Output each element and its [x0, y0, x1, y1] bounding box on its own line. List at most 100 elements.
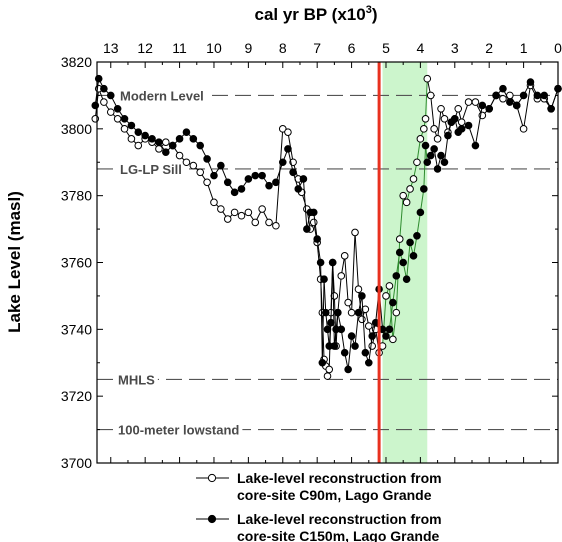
series-c150m-point — [492, 91, 500, 100]
y-tick-label: 3720 — [61, 388, 92, 404]
y-tick-label: 3800 — [61, 121, 92, 137]
series-c150m-point — [478, 101, 487, 110]
series-c150m-point — [272, 178, 280, 187]
series-c150m-point — [278, 158, 287, 167]
series-c90m-point — [519, 125, 528, 133]
series-c150m-point — [182, 128, 191, 136]
series-c90m-point — [361, 305, 370, 314]
legend-label-c90m-line2: core-site C90m, Lago Grande — [237, 487, 432, 503]
series-c90m-point — [368, 342, 377, 350]
x-tick-label: 10 — [206, 40, 222, 56]
series-c90m-segment — [430, 95, 435, 129]
series-c150m-point — [423, 158, 432, 167]
series-c150m-point — [120, 115, 129, 123]
series-c150m-point — [485, 104, 493, 113]
legend-label-c150m-line2: core-site C150m, Lago Grande — [237, 528, 440, 542]
legend-label-c150m-line1: Lake-level reconstruction from — [237, 511, 442, 527]
x-tick-label: 8 — [279, 40, 287, 56]
series-c150m-point — [421, 141, 430, 150]
series-c90m-point — [347, 308, 356, 317]
reference-label-bg-mhls — [115, 370, 158, 388]
series-c150m-point — [327, 318, 335, 327]
series-c150m-point — [113, 104, 122, 113]
series-c90m-point — [284, 128, 292, 136]
reference-label-100-meter-lowstand: 100-meter lowstand — [118, 423, 239, 438]
series-c150m-point — [230, 188, 239, 197]
series-c90m-point — [189, 161, 198, 170]
series-c150m-point — [402, 275, 411, 284]
series-c90m-point — [430, 125, 438, 133]
series-c90m-segment — [333, 295, 337, 347]
series-c150m-point — [358, 292, 366, 300]
y-tick-label: 3760 — [61, 255, 92, 271]
series-c150m-point — [309, 208, 318, 217]
x-tick-label: 13 — [103, 40, 119, 56]
series-c150m-point — [437, 151, 445, 160]
series-c90m-point — [265, 218, 273, 227]
series-c150m-point — [450, 115, 459, 123]
series-c150m-point — [162, 148, 170, 157]
x-tick-label: 12 — [137, 40, 153, 56]
series-c150m-point — [100, 84, 108, 93]
reference-label-bg-100-meter-lowstand — [115, 420, 243, 438]
series-c90m-point — [426, 91, 435, 100]
series-c90m-point — [354, 285, 363, 294]
reference-label-bg-lg-lp-sill — [117, 159, 185, 177]
series-c90m-point — [278, 125, 287, 133]
series-c150m-point — [526, 78, 535, 86]
series-c150m-point — [294, 185, 303, 193]
series-c150m-segment — [287, 148, 294, 173]
series-c150m-point — [430, 145, 438, 153]
series-c150m-point — [251, 171, 260, 180]
series-c150m-point — [189, 135, 198, 143]
x-tick-label: 7 — [313, 40, 321, 56]
reference-label-modern-level: Modern Level — [120, 88, 204, 103]
series-c150m-point — [506, 98, 514, 106]
series-c150m-point — [106, 91, 115, 100]
series-c150m-point — [426, 151, 435, 160]
series-c90m-point — [127, 135, 136, 143]
series-c90m-point — [175, 151, 184, 160]
y-axis-title: Lake Level (masl) — [5, 191, 24, 333]
series-c90m-point — [499, 94, 507, 103]
series-c150m-segment — [443, 135, 449, 163]
series-c90m-point — [406, 185, 414, 193]
axes-layer: 13 12 11 10 9 8 7 6 5 4 3 2 1 03700372037403760378038… — [61, 40, 562, 471]
series-c150m-point — [203, 155, 211, 163]
series-c150m-point — [289, 168, 297, 177]
series-c150m-point — [464, 121, 473, 130]
series-c150m-segment — [340, 329, 346, 353]
series-c90m-point — [399, 191, 407, 200]
series-c90m-point — [364, 322, 373, 330]
series-c90m-segment — [275, 128, 284, 226]
x-tick-label: 11 — [172, 40, 187, 56]
series-c90m-point — [389, 335, 397, 344]
series-c150m-point — [354, 308, 363, 317]
series-c90m-point — [351, 228, 359, 237]
series-c90m-point — [244, 208, 253, 217]
series-c90m-point — [100, 98, 108, 106]
series-c150m-point — [223, 178, 232, 187]
series-c150m-point — [519, 91, 528, 100]
series-c150m-segment — [474, 105, 483, 146]
series-c150m-segment — [302, 178, 308, 230]
series-c150m-point — [512, 101, 521, 110]
series-c150m-point — [344, 365, 352, 374]
series-layer — [91, 74, 562, 380]
reference-label-mhls: MHLS — [118, 372, 155, 387]
series-c150m-point — [258, 171, 266, 180]
series-c90m-segment — [344, 255, 349, 303]
x-tick-label: 0 — [554, 40, 562, 56]
series-c150m-segment — [361, 295, 366, 353]
series-c90m-segment — [392, 312, 397, 340]
series-c150m-point — [471, 141, 480, 150]
x-tick-label: 3 — [451, 40, 459, 56]
series-c150m-point — [328, 258, 337, 267]
series-c90m-point — [420, 125, 428, 133]
y-tick-label: 3700 — [61, 455, 92, 471]
series-c150m-point — [395, 248, 404, 257]
series-c90m-segment — [337, 275, 342, 313]
series-c90m-point — [251, 218, 260, 227]
series-c90m-point — [464, 98, 473, 106]
series-c90m-point — [385, 282, 394, 290]
